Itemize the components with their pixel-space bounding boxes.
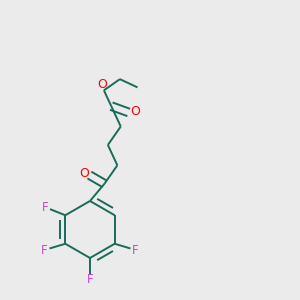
Text: O: O bbox=[98, 78, 107, 92]
Text: O: O bbox=[79, 167, 89, 180]
Text: F: F bbox=[42, 201, 48, 214]
Text: F: F bbox=[132, 244, 139, 256]
Text: O: O bbox=[130, 105, 140, 119]
Text: F: F bbox=[87, 273, 93, 286]
Text: F: F bbox=[41, 244, 48, 256]
